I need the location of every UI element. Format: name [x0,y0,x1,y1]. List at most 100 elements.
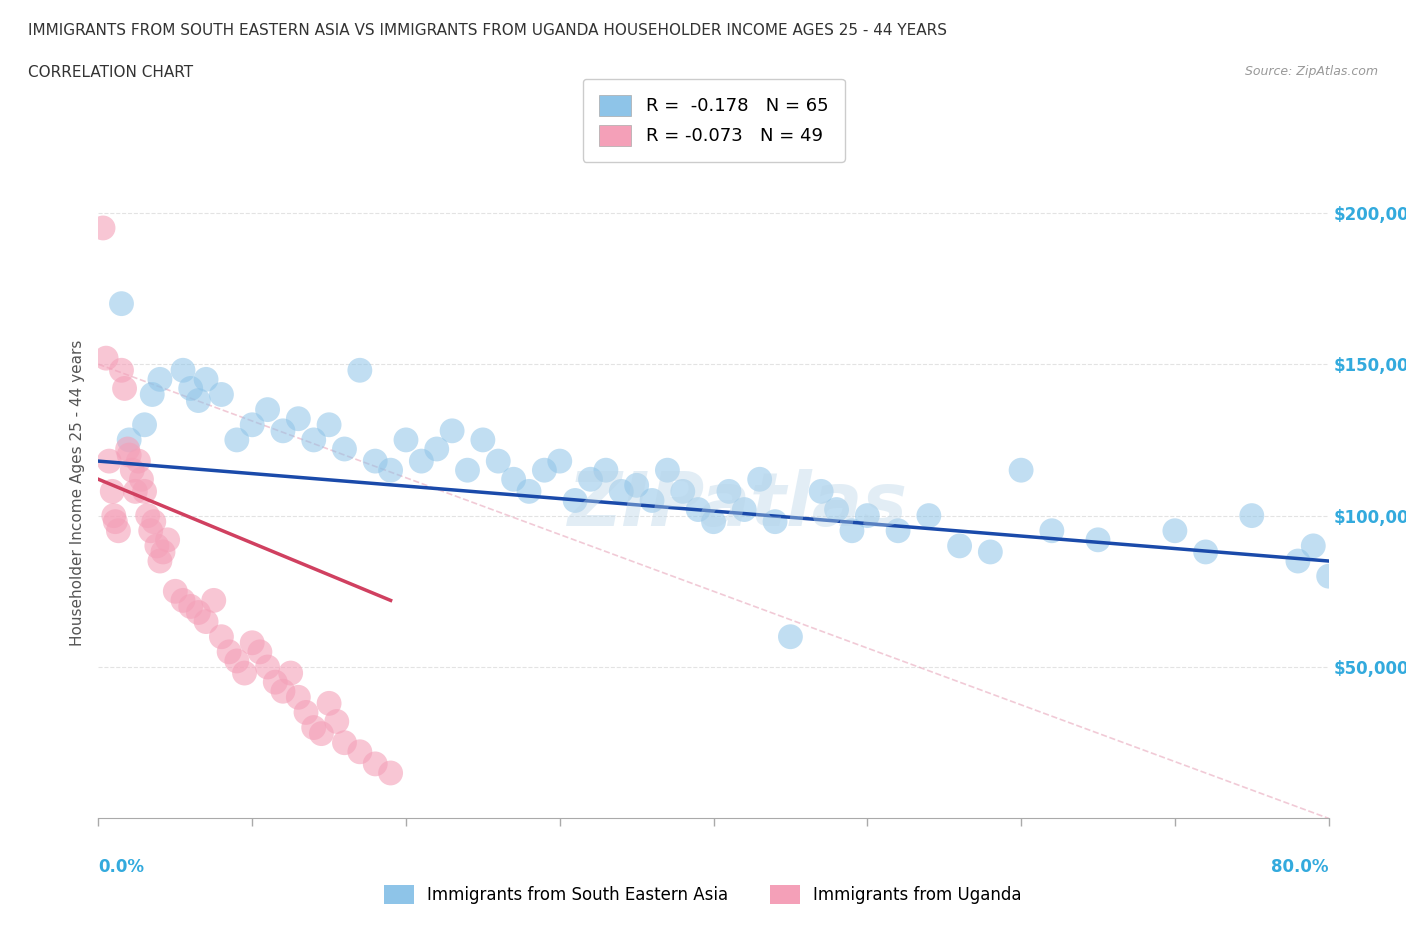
Text: IMMIGRANTS FROM SOUTH EASTERN ASIA VS IMMIGRANTS FROM UGANDA HOUSEHOLDER INCOME : IMMIGRANTS FROM SOUTH EASTERN ASIA VS IM… [28,23,948,38]
Point [141,387,163,402]
Point [117,442,139,457]
Point [626,478,648,493]
Point [533,463,555,478]
Point [271,423,294,438]
Point [657,463,679,478]
Point [333,736,356,751]
Point [810,484,832,498]
Point [641,493,664,508]
Point [395,432,418,447]
Point [349,744,371,759]
Point [349,363,371,378]
Text: Source: ZipAtlas.com: Source: ZipAtlas.com [1244,65,1378,78]
Text: CORRELATION CHART: CORRELATION CHART [28,65,193,80]
Point [703,514,725,529]
Point [486,454,509,469]
Point [195,614,218,629]
Point [672,484,695,498]
Point [717,484,740,498]
Point [156,0,179,8]
Text: 80.0%: 80.0% [1271,858,1329,876]
Point [249,644,271,659]
Point [311,726,333,741]
Point [98,454,121,469]
Point [180,599,202,614]
Point [172,363,194,378]
Point [825,502,848,517]
Point [134,484,156,498]
Point [302,720,325,735]
Point [1164,524,1187,538]
Point [165,584,187,599]
Point [152,544,174,559]
Point [121,463,143,478]
Point [441,423,464,438]
Point [295,705,318,720]
Point [149,553,172,568]
Point [94,351,117,365]
Point [264,674,287,689]
Point [107,524,129,538]
Point [136,508,159,523]
Point [287,411,309,426]
Point [887,524,910,538]
Point [318,418,340,432]
Point [110,363,132,378]
Y-axis label: Householder Income Ages 25 - 44 years: Householder Income Ages 25 - 44 years [69,339,84,646]
Point [114,381,136,396]
Point [326,714,349,729]
Point [1302,538,1324,553]
Point [1087,532,1109,547]
Point [302,432,325,447]
Point [918,508,941,523]
Point [748,472,770,486]
Point [564,493,586,508]
Point [457,463,479,478]
Point [1286,553,1309,568]
Point [118,432,141,447]
Point [841,524,863,538]
Legend: Immigrants from South Eastern Asia, Immigrants from Uganda: Immigrants from South Eastern Asia, Immi… [375,876,1031,912]
Point [211,630,233,644]
Point [187,393,209,408]
Point [318,696,340,711]
Point [1317,569,1340,584]
Point [240,418,263,432]
Point [610,484,633,498]
Point [172,593,194,608]
Point [411,454,433,469]
Point [187,605,209,620]
Point [211,387,233,402]
Point [149,372,172,387]
Point [225,654,247,669]
Point [195,372,218,387]
Point [763,514,786,529]
Point [139,524,162,538]
Point [287,690,309,705]
Point [256,402,278,417]
Point [595,463,617,478]
Point [127,454,149,469]
Point [733,502,755,517]
Point [517,484,540,498]
Point [156,532,179,547]
Point [110,297,132,312]
Point [91,220,114,235]
Point [103,508,125,523]
Point [688,502,710,517]
Point [426,442,449,457]
Text: 0.0%: 0.0% [98,858,145,876]
Point [104,514,127,529]
Point [233,666,256,681]
Point [202,593,225,608]
Point [979,544,1001,559]
Point [101,484,124,498]
Point [502,472,524,486]
Point [134,418,156,432]
Point [380,463,402,478]
Point [280,666,302,681]
Point [271,684,294,698]
Point [380,765,402,780]
Point [142,514,165,529]
Point [218,644,240,659]
